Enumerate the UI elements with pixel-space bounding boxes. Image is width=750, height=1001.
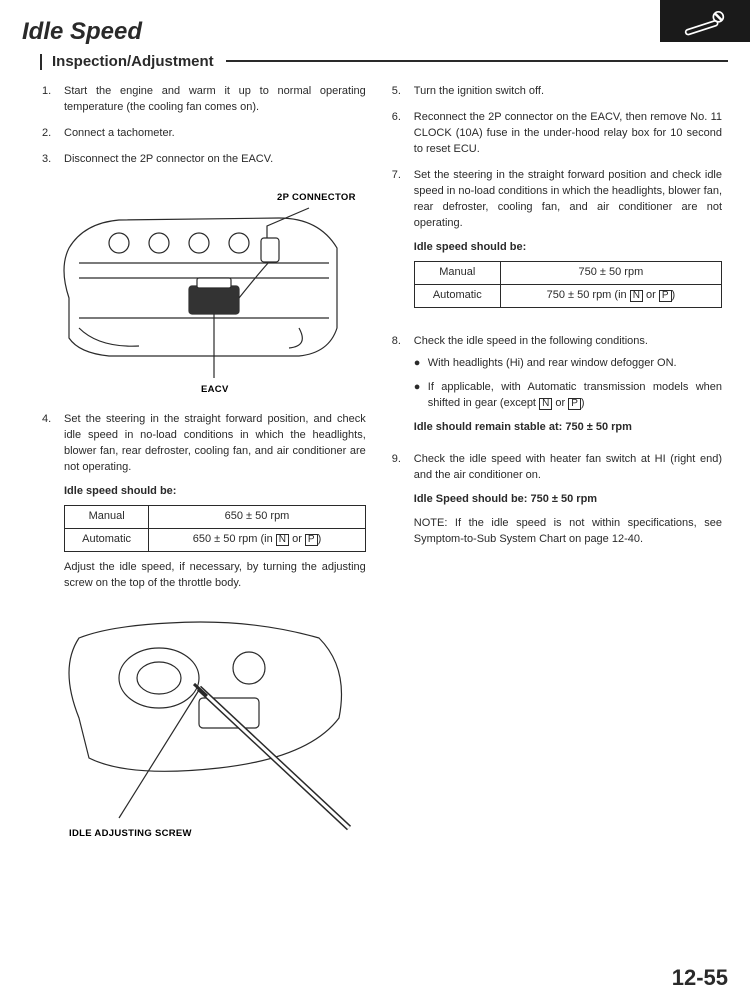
right-column: 5. Turn the ignition switch off. 6. Reco… [392, 84, 722, 862]
gear-box-n: N [276, 534, 289, 546]
bullet-item: ● With headlights (Hi) and rear window d… [414, 356, 722, 372]
idle-speed-table-2: Manual 750 ± 50 rpm Automatic 750 ± 50 r… [414, 261, 722, 308]
note-text: NOTE: If the idle speed is not within sp… [414, 516, 722, 548]
cell-key: Manual [65, 506, 149, 529]
step-text: Check the idle speed with heater fan swi… [414, 452, 722, 484]
diagram-label-connector: 2P CONNECTOR [277, 192, 356, 203]
step-number: 9. [392, 452, 414, 548]
bullet-text: If applicable, with Automatic transmissi… [428, 380, 722, 412]
manual-page: Idle Speed Inspection/Adjustment 1. Star… [0, 0, 750, 1001]
step-body: Check the idle speed with heater fan swi… [414, 452, 722, 548]
step-number: 8. [392, 334, 414, 442]
spec-line: Idle Speed should be: 750 ± 50 rpm [414, 492, 722, 508]
engine-diagram: 2P CONNECTOR EACV [42, 178, 366, 398]
spec-heading: Idle speed should be: [414, 240, 722, 256]
step-text: Disconnect the 2P connector on the EACV. [64, 152, 366, 168]
rule-line [226, 60, 728, 62]
page-title: Idle Speed [22, 18, 728, 46]
step-text: Connect a tachometer. [64, 126, 366, 142]
step-text: Check the idle speed in the following co… [414, 334, 722, 350]
step-body: Set the steering in the straight forward… [64, 412, 366, 598]
table-row: Automatic 650 ± 50 rpm (in N or P) [65, 529, 366, 552]
table-row: Automatic 750 ± 50 rpm (in N or P) [414, 285, 721, 308]
cell-val: 650 ± 50 rpm [149, 506, 366, 529]
step-4-block: 4. Set the steering in the straight forw… [42, 412, 366, 598]
step-number: 4. [42, 412, 64, 598]
left-column: 1. Start the engine and warm it up to no… [42, 84, 366, 862]
step-number: 7. [392, 168, 414, 317]
diagram-label-screw: IDLE ADJUSTING SCREW [69, 828, 192, 839]
bullet-text: With headlights (Hi) and rear window def… [428, 356, 677, 372]
wrench-icon [680, 6, 730, 36]
step-number: 3. [42, 152, 64, 168]
step-7: 7. Set the steering in the straight forw… [392, 168, 722, 317]
step-3: 3. Disconnect the 2P connector on the EA… [42, 152, 366, 168]
step-2: 2. Connect a tachometer. [42, 126, 366, 142]
bullet-list: ● With headlights (Hi) and rear window d… [414, 356, 722, 412]
step-5: 5. Turn the ignition switch off. [392, 84, 722, 100]
diagram-label-eacv: EACV [201, 384, 229, 395]
section-title: Inspection/Adjustment [52, 53, 214, 70]
cell-val: 750 ± 50 rpm [500, 262, 721, 285]
step-number: 2. [42, 126, 64, 142]
gear-box-p: P [568, 398, 581, 410]
bullet-dot: ● [414, 380, 428, 412]
cell-key: Manual [414, 262, 500, 285]
throttle-body-diagram: IDLE ADJUSTING SCREW [42, 608, 366, 848]
step-body: Set the steering in the straight forward… [414, 168, 722, 317]
two-column-layout: 1. Start the engine and warm it up to no… [22, 84, 728, 862]
cell-key: Automatic [414, 285, 500, 308]
step-1: 1. Start the engine and warm it up to no… [42, 84, 366, 116]
gear-box-p: P [659, 290, 672, 302]
gear-box-p: P [305, 534, 318, 546]
cell-val: 650 ± 50 rpm (in N or P) [149, 529, 366, 552]
step-number: 5. [392, 84, 414, 100]
step-4: 4. Set the steering in the straight forw… [42, 412, 366, 598]
gear-box-n: N [539, 398, 552, 410]
table-row: Manual 750 ± 50 rpm [414, 262, 721, 285]
stable-spec: Idle should remain stable at: 750 ± 50 r… [414, 420, 722, 436]
step-9: 9. Check the idle speed with heater fan … [392, 452, 722, 548]
cell-val: 750 ± 50 rpm (in N or P) [500, 285, 721, 308]
step-number: 1. [42, 84, 64, 116]
spec-heading: Idle speed should be: [64, 484, 366, 500]
table-row: Manual 650 ± 50 rpm [65, 506, 366, 529]
step-list-left: 1. Start the engine and warm it up to no… [42, 84, 366, 168]
corner-badge [660, 0, 750, 42]
gear-box-n: N [630, 290, 643, 302]
step-text: Start the engine and warm it up to norma… [64, 84, 366, 116]
section-header: Inspection/Adjustment [40, 52, 728, 70]
bullet-dot: ● [414, 356, 428, 372]
step-text: Set the steering in the straight forward… [414, 168, 722, 232]
bullet-item: ● If applicable, with Automatic transmis… [414, 380, 722, 412]
step-text: Set the steering in the straight forward… [64, 412, 366, 476]
step-6: 6. Reconnect the 2P connector on the EAC… [392, 110, 722, 158]
idle-speed-table-1: Manual 650 ± 50 rpm Automatic 650 ± 50 r… [64, 505, 366, 552]
cell-key: Automatic [65, 529, 149, 552]
page-number: 12-55 [672, 965, 728, 991]
rule-tick [40, 54, 42, 70]
step-8: 8. Check the idle speed in the following… [392, 334, 722, 442]
step-body: Check the idle speed in the following co… [414, 334, 722, 442]
step-number: 6. [392, 110, 414, 158]
adjust-note: Adjust the idle speed, if necessary, by … [64, 560, 366, 592]
step-text: Turn the ignition switch off. [414, 84, 722, 100]
step-text: Reconnect the 2P connector on the EACV, … [414, 110, 722, 158]
step-list-right: 5. Turn the ignition switch off. 6. Reco… [392, 84, 722, 548]
